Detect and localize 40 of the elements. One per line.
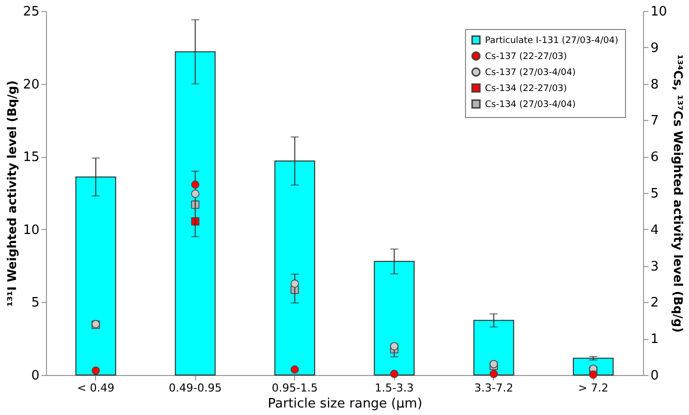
y2-tick-label: 10 — [650, 4, 668, 20]
x-tick-label: 1.5-3.3 — [374, 382, 414, 394]
x-tick-label: 3.3-7.2 — [474, 382, 514, 394]
point — [589, 370, 598, 379]
point — [390, 342, 398, 350]
y2-axis-title: ¹³⁴Cs, ¹³⁷Cs Weighted activity level (Bq/g) — [671, 54, 686, 333]
point — [290, 365, 299, 374]
y2-tick-label: 7 — [650, 114, 659, 129]
point — [390, 370, 398, 378]
x-tick-label: < 0.49 — [77, 382, 114, 394]
y-axis-title: ¹³¹I Weighted activity level (Bq/g) — [4, 80, 19, 307]
legend-label: Cs-137 (22-27/03) — [485, 52, 567, 62]
y-tick-label: 0 — [31, 368, 40, 384]
y-tick-label: 15 — [22, 150, 40, 166]
legend-label: Cs-137 (27/03-4/04) — [485, 68, 576, 78]
y-tick-label: 25 — [22, 4, 40, 20]
point — [92, 366, 100, 375]
x-axis-title: Particle size range (µm) — [268, 396, 422, 412]
legend-label: Cs-134 (27/03-4/04) — [485, 100, 576, 110]
y-tick-label: 10 — [22, 222, 40, 238]
point — [191, 190, 200, 198]
y2-tick-label: 9 — [650, 40, 659, 56]
y2-tick-label: 1 — [650, 332, 659, 348]
point — [490, 370, 498, 378]
y2-tick-label: 3 — [650, 259, 659, 274]
y2-tick-label: 5 — [650, 186, 659, 202]
y2-tick-label: 6 — [650, 150, 659, 166]
y2-tick-label: 2 — [650, 296, 659, 311]
y2-tick-label: 8 — [650, 77, 659, 92]
legend-label: Particulate I-131 (27/03-4/04) — [485, 36, 618, 46]
x-tick-label: 0.49-0.95 — [168, 382, 222, 394]
point — [290, 280, 299, 288]
x-tick-label: > 7.2 — [578, 382, 608, 394]
x-tick-label: 0.95-1.5 — [272, 382, 318, 394]
y2-tick-label: 0 — [650, 368, 659, 384]
y2-tick-label: 4 — [650, 222, 659, 238]
y-tick-label: 20 — [22, 77, 40, 92]
y-tick-label: 5 — [31, 296, 40, 311]
legend-label: Cs-134 (22-27/03) — [485, 84, 567, 94]
point — [191, 180, 200, 189]
